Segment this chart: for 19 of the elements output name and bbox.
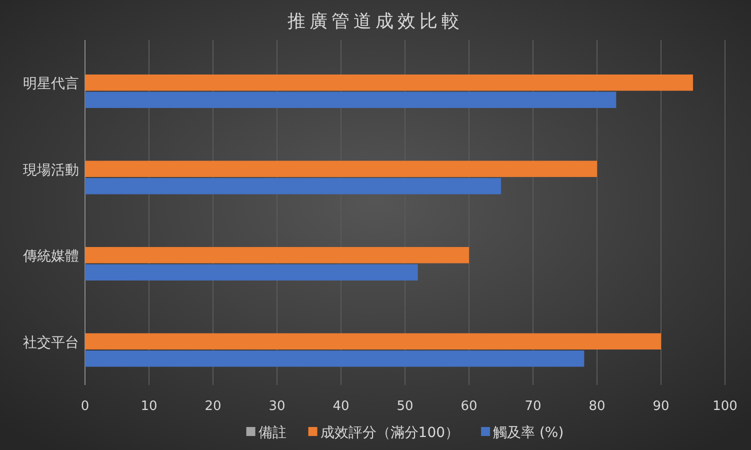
x-tick-label: 20 — [204, 399, 222, 414]
legend-label: 成效評分（滿分100） — [320, 425, 460, 441]
x-tick-label: 40 — [332, 399, 350, 414]
x-tick-label: 60 — [460, 399, 478, 414]
x-tick-label: 100 — [712, 399, 738, 414]
legend-label: 觸及率 (%) — [493, 425, 564, 441]
x-tick-label: 90 — [652, 399, 670, 414]
legend-label: 備註 — [258, 425, 286, 441]
y-tick-label: 社交平台 — [23, 334, 79, 351]
x-tick-label: 0 — [80, 399, 90, 414]
x-tick-label: 80 — [588, 399, 606, 414]
x-tick-label: 30 — [268, 399, 286, 414]
y-tick-label: 明星代言 — [23, 76, 79, 92]
x-tick-label: 10 — [140, 399, 158, 414]
chart-title: 推廣管道成效比較 — [288, 11, 464, 32]
y-tick-label: 現場活動 — [23, 162, 79, 178]
y-tick-label: 傳統媒體 — [22, 248, 79, 265]
x-tick-label: 50 — [396, 399, 414, 414]
x-tick-label: 70 — [524, 399, 542, 414]
